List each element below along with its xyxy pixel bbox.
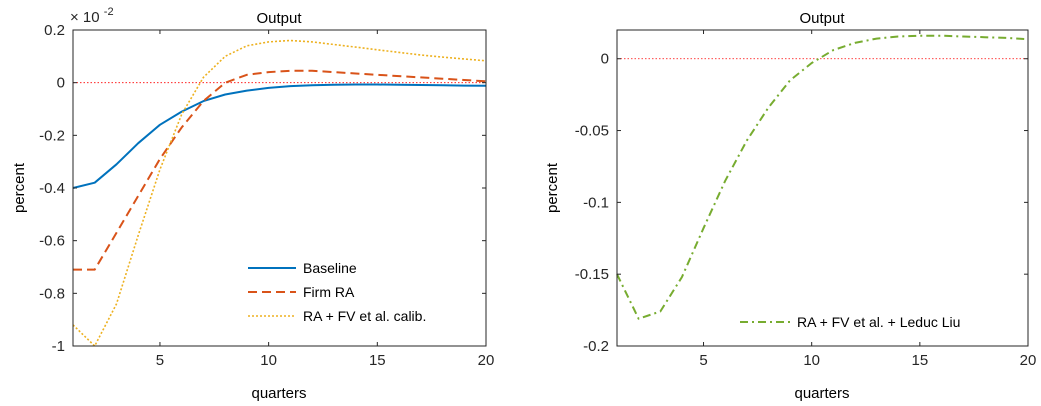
series-line-firm-ra (73, 69, 487, 271)
chart-title: Output (256, 10, 302, 27)
y-tick-label: -0.1 (583, 194, 609, 211)
x-tick-label: 15 (911, 352, 928, 369)
y-tick-label: -0.4 (39, 180, 65, 197)
y-axis-label: percent (544, 162, 561, 213)
y-tick-label: -1 (52, 338, 65, 355)
legend: Baseline Firm RA RA + FV et al. calib. (248, 260, 426, 324)
x-tick-label: 5 (156, 352, 164, 369)
legend-label: RA + FV et al. + Leduc Liu (797, 314, 960, 330)
x-axis-label: quarters (251, 385, 306, 402)
chart-title: Output (799, 10, 845, 27)
x-tick-label: 10 (260, 352, 277, 369)
legend-item: RA + FV et al. calib. (248, 308, 426, 324)
right-chart-panel: 5 10 15 20 0 -0.05 -0.1 -0.15 -0.2 Output quarte… (544, 10, 1036, 402)
tick-group: 5 10 15 20 0 -0.05 -0.1 -0.15 -0.2 (575, 30, 1037, 369)
tick-group: 5 10 15 20 0.2 0 -0.2 -0.4 -0.6 -0.8 -1 (39, 22, 494, 369)
left-chart-panel: 5 10 15 20 0.2 0 -0.2 -0.4 -0.6 -0.8 -1 Output qua… (11, 6, 494, 402)
x-tick-label: 20 (478, 352, 495, 369)
legend: RA + FV et al. + Leduc Liu (740, 314, 960, 330)
legend-item: Baseline (248, 260, 357, 276)
y-tick-label: -0.8 (39, 285, 65, 302)
y-tick-label: 0.2 (44, 22, 65, 39)
series-group (72, 39, 487, 347)
x-axis-label: quarters (794, 385, 849, 402)
y-tick-label: -0.2 (583, 338, 609, 355)
y-axis-label: percent (11, 162, 28, 213)
series-line-ra-fv-et-al-leduc-liu (616, 34, 1029, 320)
x-tick-label: 20 (1020, 352, 1037, 369)
x-tick-label: 10 (803, 352, 820, 369)
y-tick-label: -0.2 (39, 127, 65, 144)
axis-exponent-base: × 10 (70, 9, 100, 26)
axes-box (616, 29, 1029, 347)
legend-label: RA + FV et al. calib. (303, 308, 426, 324)
y-tick-label: -0.15 (575, 266, 609, 283)
series-group (616, 34, 1029, 320)
series-line-baseline (72, 83, 487, 189)
y-tick-label: -0.6 (39, 233, 65, 250)
x-tick-label: 5 (699, 352, 707, 369)
y-tick-label: -0.05 (575, 123, 609, 140)
x-tick-label: 15 (369, 352, 386, 369)
legend-item: RA + FV et al. + Leduc Liu (740, 314, 960, 330)
axis-exponent: × 10 -2 (70, 6, 114, 26)
legend-label: Firm RA (303, 284, 355, 300)
y-tick-label: 0 (57, 75, 65, 92)
series-line-ra-fv-et-al-calib (72, 39, 487, 347)
legend-item: Firm RA (248, 284, 355, 300)
legend-label: Baseline (303, 260, 357, 276)
axis-exponent-power: -2 (104, 6, 114, 18)
plot-area (617, 30, 1028, 346)
y-tick-label: 0 (601, 51, 609, 68)
